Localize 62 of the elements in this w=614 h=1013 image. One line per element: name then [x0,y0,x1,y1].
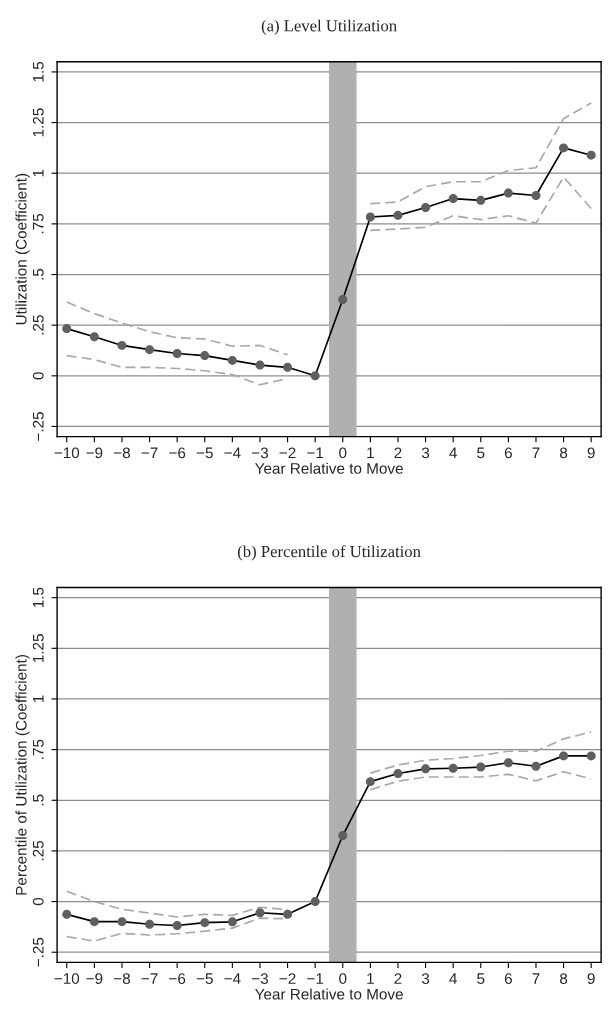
chart-title: (a) Level Utilization [261,19,397,35]
x-tick-label: 0 [339,447,347,459]
x-tick-label: −4 [224,447,241,459]
x-tick-label: 8 [559,447,568,459]
x-axis-title: Year Relative to Move [254,462,403,474]
x-tick-label: −5 [196,447,213,459]
x-tick-label: 7 [532,447,540,459]
x-tick-label: 5 [477,447,485,459]
x-tick-label: −4 [224,973,241,984]
x-tick-label: −10 [54,447,80,459]
y-tick-label: −.25 [32,937,44,967]
y-tick-label: 1.5 [33,587,44,608]
x-tick-label: −2 [279,973,296,984]
x-tick-label: −7 [141,447,158,459]
x-tick-label: 4 [449,973,457,984]
x-tick-label: −6 [169,447,186,459]
y-tick-label: 1 [33,169,44,177]
x-axis-title: Year Relative to Move [254,988,403,1000]
x-tick-label: −8 [114,973,131,984]
y-tick-label: 0 [32,897,44,906]
y-tick-label: .25 [32,840,44,861]
y-tick-label: .75 [33,213,44,234]
y-tick-label: 1.25 [32,108,44,137]
x-tick-label: −9 [86,447,103,459]
x-tick-label: 5 [477,973,485,984]
x-tick-label: −1 [307,973,324,984]
x-tick-label: 8 [559,973,568,984]
y-axis-title: Percentile of Utilization (Coefficient) [15,655,30,895]
x-tick-label: −1 [307,447,324,459]
y-tick-label: 0 [32,372,44,380]
x-tick-label: −5 [196,973,213,984]
x-tick-label: 6 [504,973,512,984]
x-tick-label: −2 [279,447,296,459]
x-tick-label: 3 [421,973,430,984]
x-tick-label: 3 [421,447,430,459]
y-tick-label: 1 [33,695,44,703]
x-tick-label: 4 [449,447,457,459]
y-tick-label: .75 [33,739,44,759]
x-tick-label: 9 [587,973,595,984]
x-tick-label: 2 [394,447,402,459]
x-tick-label: −9 [86,973,103,984]
y-tick-label: .5 [33,794,44,806]
y-tick-label: 1.25 [32,634,44,663]
x-tick-label: 1 [367,973,374,984]
x-tick-label: −8 [114,447,131,459]
x-tick-label: −6 [169,973,186,984]
y-tick-label: −.25 [32,412,44,441]
y-axis-title: Utilization (Coefficient) [15,173,30,325]
x-tick-label: −3 [252,447,268,459]
x-tick-label: 6 [504,447,512,459]
y-tick-label: 1.5 [33,61,44,82]
y-tick-label: .25 [32,315,44,335]
x-tick-label: 7 [532,973,540,984]
y-tick-label: .5 [33,268,44,280]
chart-title: (b) Percentile of Utilization [237,545,421,561]
x-tick-label: 1 [367,447,374,459]
x-tick-label: 2 [394,973,402,984]
x-tick-label: 9 [587,447,595,459]
x-tick-label: 0 [339,973,347,984]
x-tick-label: −7 [141,973,158,984]
x-tick-label: −3 [252,973,268,984]
x-tick-label: −10 [54,973,80,984]
